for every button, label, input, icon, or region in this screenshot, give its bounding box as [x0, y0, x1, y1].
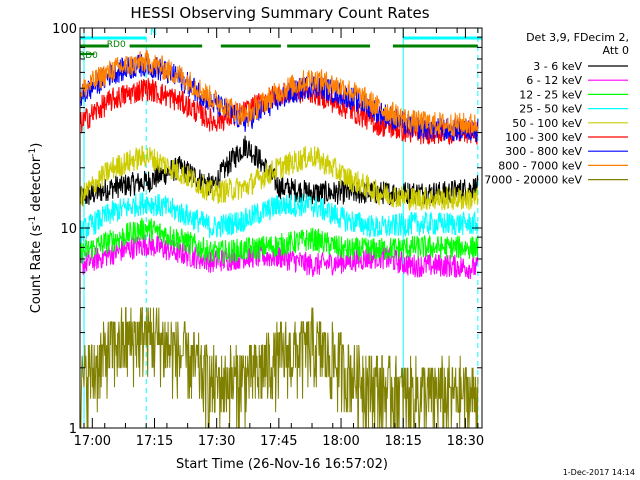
- legend-label-1: 6 - 12 keV: [526, 74, 582, 87]
- legend-label-2: 12 - 25 keV: [519, 88, 582, 101]
- series-line-4: [79, 145, 479, 211]
- annotation-rd0-left: RD0: [79, 51, 98, 61]
- legend-label-6: 300 - 800 keV: [505, 145, 582, 158]
- x-tick-label-3: 17:45: [260, 434, 297, 449]
- series-line-8: [80, 307, 479, 429]
- x-tick-label-5: 18:15: [384, 434, 421, 449]
- legend-label-4: 50 - 100 keV: [512, 117, 582, 130]
- legend-label-3: 25 - 50 keV: [519, 103, 582, 116]
- legend-label-7: 800 - 7000 keV: [498, 159, 582, 172]
- plot-layer: RD0 RD0 N 1 10 100 17:00 17:15 17:30 17:45 18:00 18…: [52, 22, 484, 449]
- legend-label-0: 3 - 6 keV: [533, 60, 582, 73]
- y-tick-label-2: 100: [52, 22, 77, 37]
- legend-header-line-1: Det 3,9, FDecim 2,: [526, 31, 629, 44]
- series-line-2: [79, 217, 479, 264]
- series-line-3: [79, 192, 479, 244]
- series-line-1: [79, 233, 479, 280]
- legend-label-5: 100 - 300 keV: [505, 131, 582, 144]
- x-tick-label-0: 17:00: [74, 434, 111, 449]
- chart-title: HESSI Observing Summary Count Rates: [130, 4, 429, 22]
- x-tick-label-6: 18:30: [447, 434, 484, 449]
- x-tick-label-4: 18:00: [322, 434, 359, 449]
- legend-header-line-2: Att 0: [603, 44, 629, 57]
- series-line-7: [79, 49, 479, 137]
- annotation-n-marker: N: [150, 28, 157, 38]
- legend-label-8: 7000 - 20000 keV: [484, 174, 582, 187]
- footer-date: 1-Dec-2017 14:14: [563, 468, 635, 477]
- x-tick-label-1: 17:15: [136, 434, 173, 449]
- x-axis-label: Start Time (26-Nov-16 16:57:02): [176, 457, 388, 472]
- x-tick-label-2: 17:30: [198, 434, 235, 449]
- annotation-rd0-top: RD0: [107, 40, 126, 50]
- y-axis-label: Count Rate (s-1 detector-1): [28, 143, 44, 314]
- y-tick-label-1: 10: [60, 222, 77, 237]
- y-tick-label-0: 1: [69, 422, 77, 437]
